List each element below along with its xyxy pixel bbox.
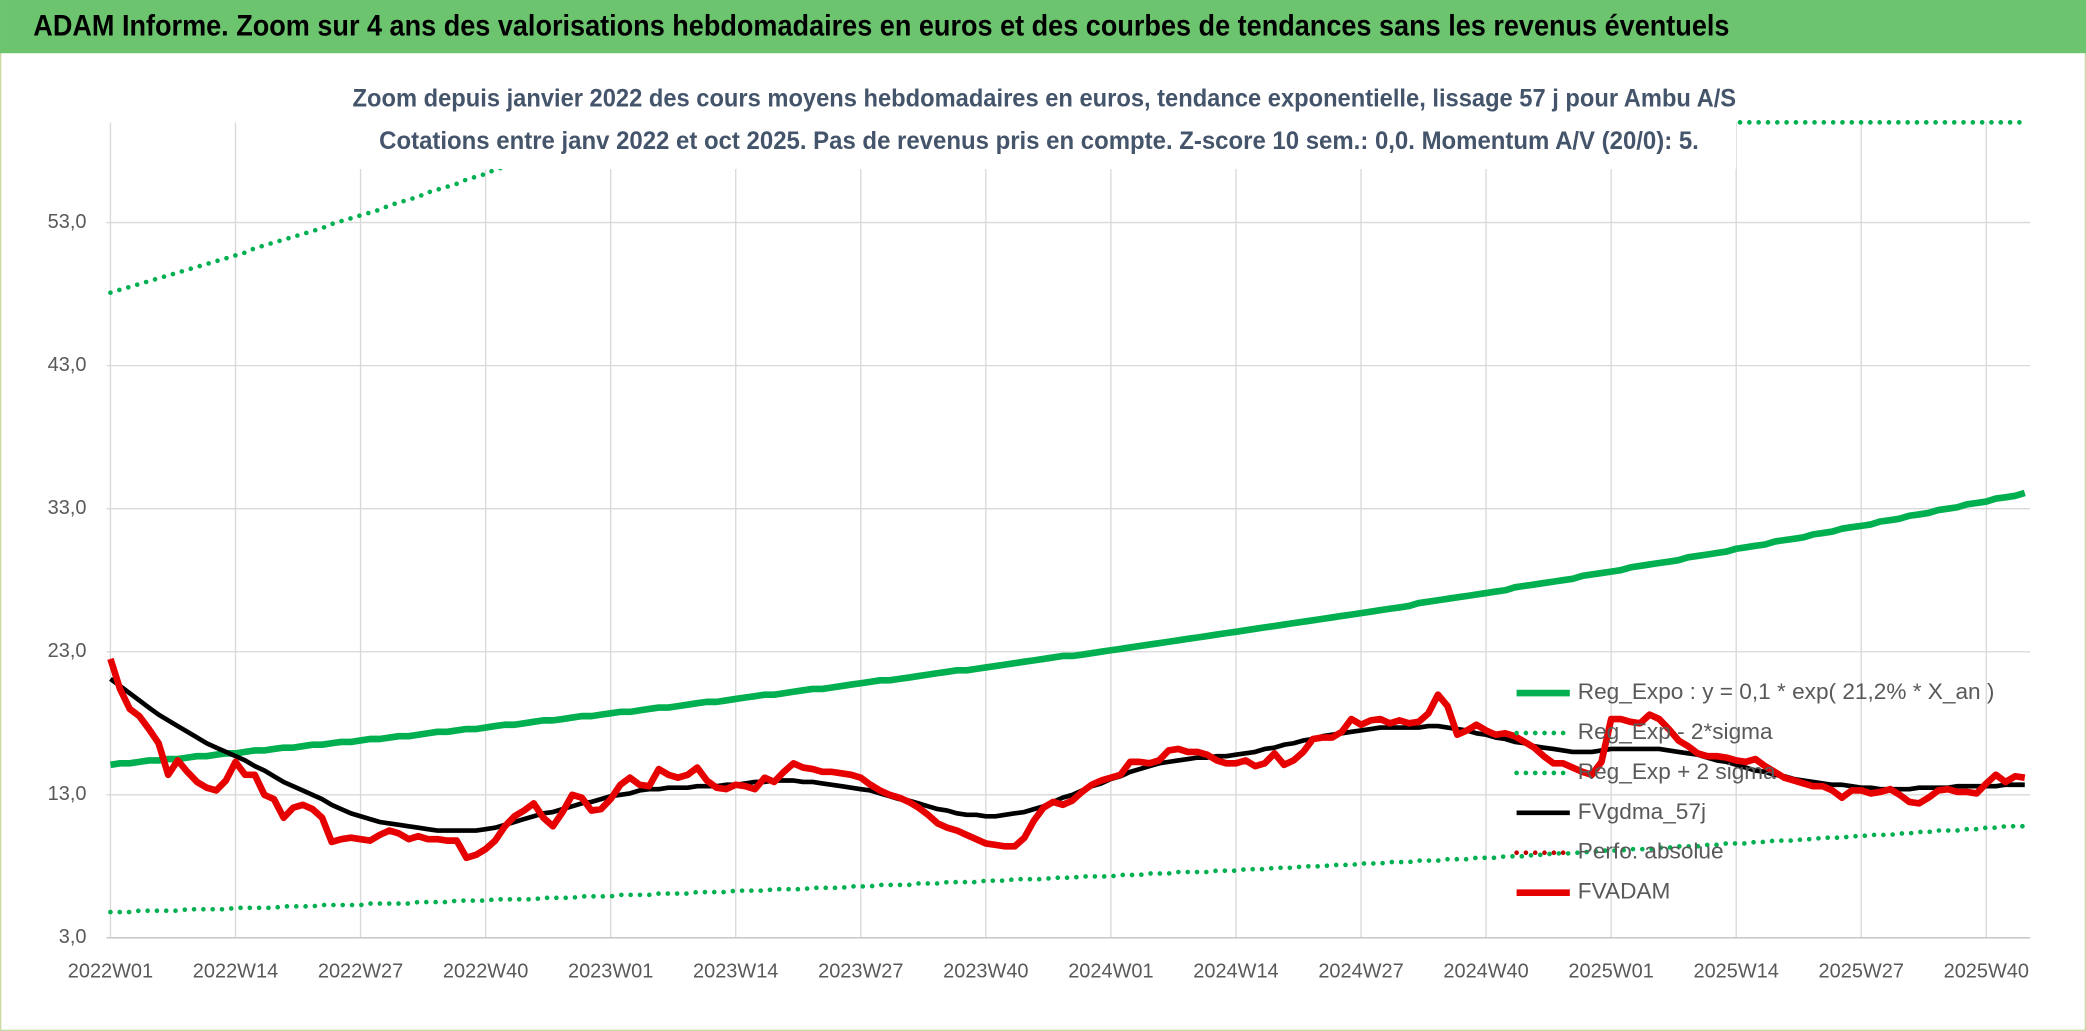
x-tick-label: 2023W01 bbox=[568, 961, 653, 983]
series-line bbox=[109, 489, 2026, 769]
legend-label: Reg_Exp - 2*sigma bbox=[1578, 719, 1773, 744]
x-tick-label: 2024W01 bbox=[1068, 961, 1153, 983]
x-tick-label: 2022W40 bbox=[443, 961, 528, 983]
grid bbox=[106, 122, 2031, 939]
header-band bbox=[0, 0, 2086, 54]
chart-subtitle: Cotations entre janv 2022 et oct 2025. P… bbox=[379, 127, 1699, 155]
x-tick-label: 2024W14 bbox=[1193, 961, 1278, 983]
chart-title: Zoom depuis janvier 2022 des cours moyen… bbox=[353, 84, 1737, 112]
x-tick-label: 2022W01 bbox=[68, 961, 153, 983]
legend-label: FVgdma_57j bbox=[1578, 799, 1706, 824]
x-tick-label: 2025W01 bbox=[1568, 961, 1653, 983]
x-tick-label: 2025W40 bbox=[1944, 961, 2029, 983]
y-tick-label: 13,0 bbox=[48, 783, 87, 805]
title-backdrop bbox=[343, 74, 1737, 169]
series-line bbox=[107, 657, 2026, 862]
x-tick-label: 2025W27 bbox=[1819, 961, 1904, 983]
axis-labels: 3,0 13,0 23,0 33,0 43,0 53,0 2022W01 2022W14 202… bbox=[48, 211, 2029, 983]
x-tick-label: 2023W14 bbox=[693, 961, 778, 983]
x-tick-label: 2023W40 bbox=[943, 961, 1028, 983]
x-tick-label: 2024W40 bbox=[1443, 961, 1528, 983]
y-tick-label: 43,0 bbox=[48, 354, 87, 376]
y-tick-label: 33,0 bbox=[48, 497, 87, 519]
x-tick-label: 2025W14 bbox=[1694, 961, 1779, 983]
x-tick-label: 2023W27 bbox=[818, 961, 903, 983]
y-tick-label: 53,0 bbox=[48, 211, 87, 233]
legend: Reg_Expo : y = 0,1 * exp( 21,2% * X_an )… bbox=[1514, 679, 1995, 904]
legend-label: Reg_Exp + 2 sigma bbox=[1578, 759, 1776, 784]
x-tick-label: 2024W27 bbox=[1318, 961, 1403, 983]
y-tick-label: 23,0 bbox=[48, 640, 87, 662]
header-title: ADAM Informe. Zoom sur 4 ans des valoris… bbox=[33, 11, 1729, 43]
x-tick-label: 2022W27 bbox=[318, 961, 403, 983]
series-line bbox=[108, 823, 2028, 915]
legend-label: Perfo. absolue bbox=[1578, 839, 1724, 864]
x-tick-label: 2022W14 bbox=[193, 961, 278, 983]
legend-label: Reg_Expo : y = 0,1 * exp( 21,2% * X_an ) bbox=[1578, 679, 1995, 704]
legend-label: FVADAM bbox=[1578, 879, 1671, 904]
y-tick-label: 3,0 bbox=[59, 926, 87, 948]
